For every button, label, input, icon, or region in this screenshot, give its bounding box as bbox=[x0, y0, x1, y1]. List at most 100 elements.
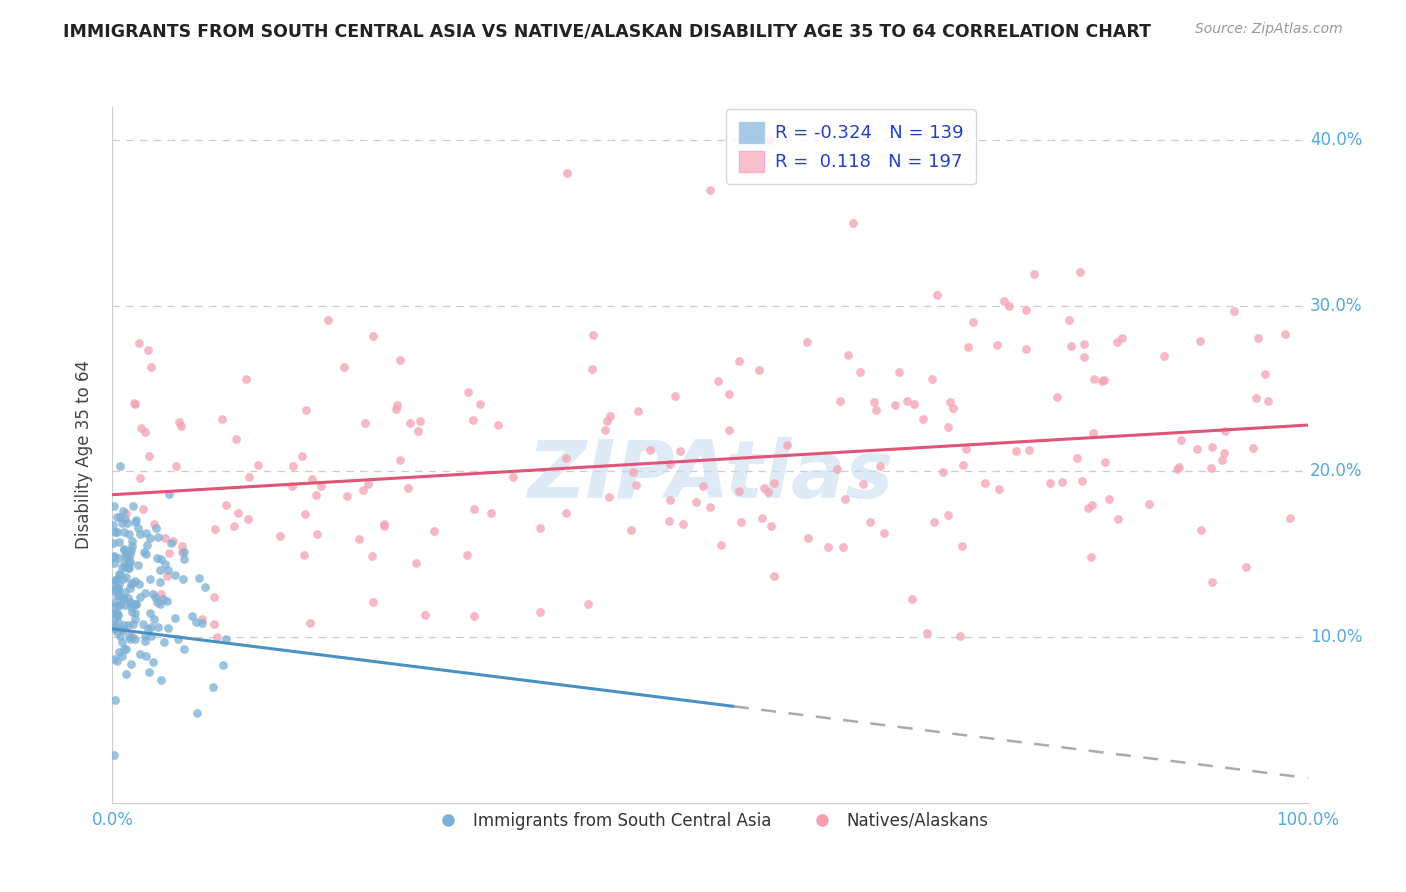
Point bbox=[120, 599, 142, 614]
Point bbox=[236, 512, 259, 526]
Point bbox=[134, 585, 156, 599]
Point bbox=[156, 594, 179, 608]
Point bbox=[118, 556, 141, 570]
Point bbox=[763, 569, 786, 583]
Point bbox=[118, 551, 141, 566]
Point bbox=[993, 294, 1015, 309]
Point bbox=[1166, 462, 1188, 476]
Point bbox=[138, 450, 160, 464]
Point bbox=[869, 458, 891, 473]
Point bbox=[1098, 491, 1121, 506]
Point bbox=[986, 337, 1008, 351]
Point bbox=[1241, 442, 1264, 456]
Point bbox=[361, 595, 384, 609]
Point bbox=[111, 649, 134, 664]
Point bbox=[135, 525, 157, 540]
Point bbox=[120, 657, 142, 672]
Point bbox=[112, 591, 135, 605]
Point bbox=[121, 539, 143, 553]
Point bbox=[1254, 367, 1277, 381]
Point bbox=[139, 620, 162, 634]
Point bbox=[108, 550, 131, 565]
Point bbox=[142, 612, 165, 626]
Point bbox=[124, 516, 146, 530]
Point bbox=[110, 459, 132, 474]
Point bbox=[1004, 444, 1026, 458]
Point bbox=[146, 551, 169, 566]
Point bbox=[149, 563, 172, 577]
Point bbox=[936, 420, 959, 434]
Point bbox=[1167, 459, 1189, 474]
Point bbox=[211, 411, 233, 425]
Point bbox=[110, 622, 132, 636]
Point bbox=[122, 598, 145, 612]
Point bbox=[385, 402, 408, 417]
Point bbox=[1211, 452, 1233, 467]
Point bbox=[134, 544, 156, 558]
Point bbox=[105, 625, 128, 640]
Point bbox=[202, 617, 225, 632]
Point bbox=[502, 469, 524, 483]
Point bbox=[122, 500, 145, 514]
Point bbox=[621, 465, 644, 479]
Point bbox=[104, 606, 127, 620]
Point bbox=[105, 654, 128, 668]
Point bbox=[114, 599, 136, 613]
Point bbox=[235, 371, 257, 385]
Point bbox=[111, 516, 134, 531]
Point bbox=[593, 423, 616, 437]
Point bbox=[172, 545, 194, 559]
Point bbox=[110, 599, 132, 613]
Point bbox=[759, 133, 782, 147]
Point bbox=[354, 417, 377, 431]
Point bbox=[949, 629, 972, 643]
Point bbox=[1247, 331, 1270, 345]
Point bbox=[121, 533, 143, 548]
Point bbox=[1060, 339, 1083, 353]
Point bbox=[105, 588, 128, 602]
Point bbox=[269, 529, 291, 543]
Point bbox=[659, 457, 682, 471]
Point bbox=[1081, 498, 1104, 512]
Point bbox=[120, 595, 142, 609]
Point bbox=[529, 520, 551, 534]
Point bbox=[1234, 560, 1257, 574]
Point bbox=[107, 566, 129, 581]
Point bbox=[1073, 337, 1095, 351]
Point bbox=[156, 563, 179, 577]
Point bbox=[903, 397, 925, 411]
Point bbox=[142, 587, 165, 601]
Point bbox=[952, 458, 974, 472]
Point bbox=[396, 481, 419, 495]
Point bbox=[215, 632, 238, 647]
Point bbox=[1015, 342, 1038, 356]
Point bbox=[457, 384, 479, 399]
Point bbox=[409, 415, 432, 429]
Point bbox=[127, 520, 149, 534]
Text: ZIPAtlas: ZIPAtlas bbox=[527, 437, 893, 515]
Point bbox=[281, 459, 304, 474]
Point bbox=[124, 607, 146, 621]
Point bbox=[620, 523, 643, 537]
Point bbox=[129, 590, 152, 604]
Point bbox=[112, 617, 135, 632]
Point bbox=[911, 411, 934, 425]
Point bbox=[463, 609, 485, 624]
Point bbox=[817, 541, 839, 555]
Point bbox=[138, 665, 160, 680]
Point bbox=[101, 517, 124, 532]
Point bbox=[291, 449, 314, 463]
Point bbox=[852, 477, 875, 491]
Point bbox=[751, 510, 773, 524]
Point bbox=[121, 605, 143, 619]
Point bbox=[149, 597, 172, 611]
Point bbox=[186, 706, 208, 720]
Point bbox=[112, 642, 135, 657]
Point bbox=[188, 571, 211, 585]
Point bbox=[955, 442, 977, 456]
Point bbox=[101, 582, 124, 596]
Text: 30.0%: 30.0% bbox=[1310, 297, 1362, 315]
Y-axis label: Disability Age 35 to 64: Disability Age 35 to 64 bbox=[75, 360, 93, 549]
Text: IMMIGRANTS FROM SOUTH CENTRAL ASIA VS NATIVE/ALASKAN DISABILITY AGE 35 TO 64 COR: IMMIGRANTS FROM SOUTH CENTRAL ASIA VS NA… bbox=[63, 22, 1152, 40]
Point bbox=[110, 510, 132, 524]
